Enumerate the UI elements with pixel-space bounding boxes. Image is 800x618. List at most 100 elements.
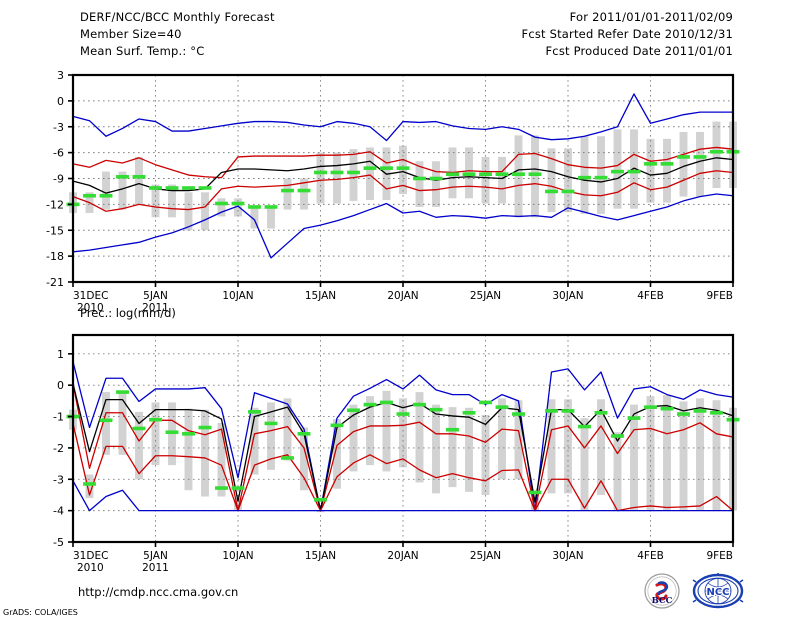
spread-bar: [300, 427, 308, 491]
y-tick-label: -21: [46, 276, 64, 289]
spread-bar: [712, 400, 721, 511]
x-tick-year-label: 2011: [142, 562, 169, 572]
spread-bar: [234, 198, 242, 217]
y-tick-label: 3: [57, 69, 64, 82]
spread-bar: [201, 192, 209, 231]
spread-bar: [432, 404, 440, 494]
x-tick-label: 15JAN: [305, 290, 336, 302]
spread-bar: [679, 401, 688, 511]
spread-bar: [250, 407, 259, 475]
series-line: [72, 361, 734, 512]
series-line: [72, 157, 734, 194]
spread-bar: [267, 207, 275, 229]
y-axis: 1 0 -1 -2 -3 -4 -5: [53, 348, 73, 549]
spread-bar: [597, 136, 605, 214]
spread-bar: [712, 121, 721, 188]
spread-bar: [663, 138, 671, 203]
x-tick-label: 20JAN: [387, 290, 418, 302]
x-tick-label: 4FEB: [637, 290, 664, 302]
spread-bar: [613, 432, 622, 511]
x-tick-label: 31DEC: [73, 550, 108, 562]
spread-bar: [102, 392, 110, 455]
y-tick-label: 1: [57, 348, 64, 361]
precipitation-chart: 1 0 -1 -2 -3 -4 -5 31DEC 2010 5JAN 2011 10JAN 15JAN 2…: [0, 322, 800, 572]
y-tick-label: -3: [53, 121, 64, 134]
series-line: [72, 383, 734, 512]
spread-bar: [696, 398, 704, 511]
spread-bar: [333, 419, 341, 489]
spread-bar: [597, 399, 605, 495]
y-tick-label: -5: [53, 536, 64, 549]
x-tick-label: 10JAN: [222, 290, 253, 302]
spread-bar: [300, 178, 308, 210]
spread-bar: [514, 135, 523, 218]
x-tick-label: 9FEB: [706, 550, 733, 562]
svg-text:NCC: NCC: [706, 587, 729, 598]
spread-bar: [399, 398, 407, 468]
spread-bar: [135, 156, 143, 205]
x-tick-label: 30JAN: [552, 550, 583, 562]
fcst-started-refer-date-label: Fcst Started Refer Date 2010/12/31: [521, 27, 733, 41]
x-tick-label: 9FEB: [706, 290, 733, 302]
forecast-title: DERF/NCC/BCC Monthly Forecast: [80, 10, 275, 24]
series-line: [72, 423, 734, 512]
y-tick-label: -2: [53, 442, 64, 455]
observation-marks: [66, 390, 740, 502]
x-tick-label: 25JAN: [470, 290, 501, 302]
ncc-logo-icon: NCC: [692, 573, 744, 609]
spread-bar: [151, 402, 160, 466]
fcst-produced-date-label: Fcst Produced Date 2011/01/01: [545, 44, 733, 58]
spread-bar: [217, 198, 226, 217]
bcc-logo-icon: BCC: [644, 573, 680, 609]
spread-bar: [316, 152, 325, 204]
spread-bar: [135, 411, 143, 480]
x-tick-label: 25JAN: [470, 550, 501, 562]
y-tick-label: -3: [53, 473, 64, 486]
spread-bar: [382, 390, 391, 472]
series-line: [72, 170, 734, 212]
spread-bar: [184, 408, 193, 491]
spread-bar: [531, 498, 539, 511]
spread-bar: [630, 404, 638, 511]
spread-bar: [201, 409, 209, 497]
spread-bar: [85, 474, 94, 499]
x-tick-label: 4FEB: [637, 550, 664, 562]
spread-bar: [267, 402, 275, 470]
y-tick-label: -6: [53, 147, 64, 160]
surface-temperature-chart: 3 0 -3 -6 -9 -12 -15 -18 -21 31DEC 2010 5JAN 2011 10J…: [0, 62, 800, 312]
y-tick-label: -4: [53, 505, 64, 518]
x-tick-year-label: 2011: [142, 302, 169, 312]
spread-bar: [118, 171, 127, 210]
spread-bar: [646, 396, 655, 511]
x-tick-label: 5JAN: [143, 290, 168, 302]
cmdp-url-link[interactable]: http://cmdp.ncc.cma.gov.cn: [78, 585, 239, 599]
x-tick-label: 30JAN: [552, 290, 583, 302]
series-line: [72, 480, 733, 512]
x-tick-year-label: 2010: [77, 302, 104, 312]
spread-bar: [349, 404, 358, 472]
series-line: [72, 383, 734, 512]
spread-bar: [118, 392, 127, 455]
member-size-label: Member Size=40: [80, 27, 182, 41]
spread-bar: [283, 398, 292, 461]
y-tick-label: -12: [46, 198, 64, 211]
spread-bar: [663, 395, 671, 511]
spread-bar: [531, 135, 539, 218]
spread-bar: [498, 156, 506, 204]
spread-bar: [630, 129, 638, 209]
spread-bar: [415, 392, 424, 483]
grads-credit-label: GrADS: COLA/IGES: [3, 608, 78, 617]
spread-bar: [514, 400, 523, 480]
y-tick-label: 0: [57, 95, 64, 108]
spread-bar: [415, 161, 424, 207]
spread-bar: [448, 407, 457, 488]
series-line: [72, 93, 733, 142]
x-tick-label: 20JAN: [387, 550, 418, 562]
spread-bar: [102, 171, 110, 210]
spread-bar: [696, 131, 704, 197]
y-axis: 3 0 -3 -6 -9 -12 -15 -18 -21: [46, 69, 73, 289]
y-tick-label: -9: [53, 173, 64, 186]
x-tick-label: 5JAN: [143, 550, 168, 562]
